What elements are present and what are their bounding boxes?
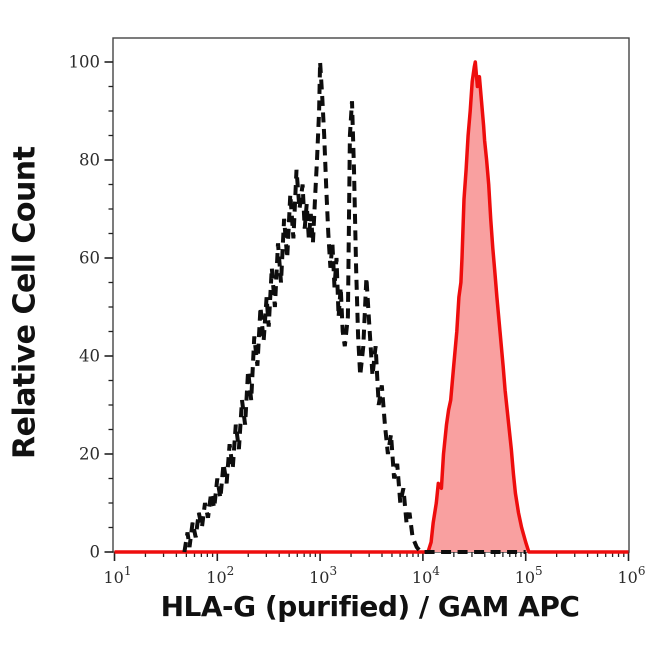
x-tick-label: 105	[515, 564, 543, 587]
dashed-control-histogram	[182, 61, 526, 554]
plot-frame	[112, 37, 630, 553]
x-tick-label: 101	[104, 564, 132, 587]
x-axis-title: HLA-G (purified) / GAM APC	[160, 590, 580, 623]
y-tick-label: 80	[79, 151, 100, 170]
y-tick-label: 0	[90, 543, 101, 562]
red-filled-histogram-area	[114, 62, 629, 552]
y-tick-label: 60	[79, 249, 100, 268]
y-tick-label: 40	[79, 347, 100, 366]
y-axis-title: Relative Cell Count	[7, 146, 43, 460]
x-tick-label: 104	[412, 564, 440, 587]
y-tick-label: 100	[69, 53, 101, 72]
red-histogram-outline	[114, 60, 629, 554]
y-tick-label: 20	[79, 445, 100, 464]
x-tick-label: 106	[618, 564, 646, 587]
x-tick-label: 102	[206, 564, 234, 587]
y-axis-ticks: 0 20 40 60 80 100	[69, 53, 113, 562]
x-axis-ticks: 101 102 103 104 105 106	[104, 552, 646, 587]
x-tick-label: 103	[309, 564, 337, 587]
